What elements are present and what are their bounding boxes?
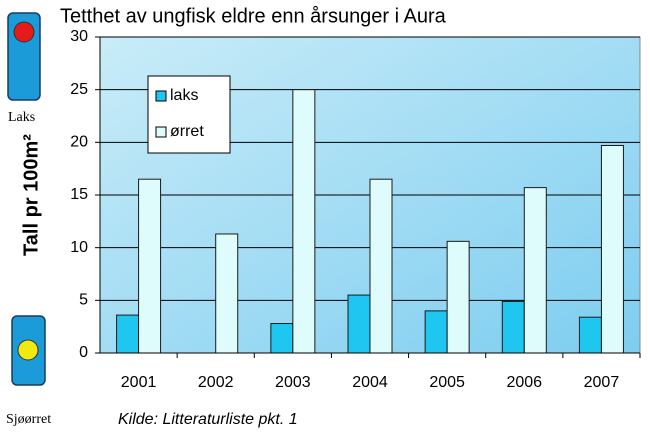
sidebar-label: Laks [8, 110, 35, 125]
bar [116, 314, 140, 354]
bar [523, 187, 547, 354]
x-tick-label: 2001 [121, 374, 157, 391]
y-tick-label: 10 [70, 239, 88, 256]
x-tick-label: 2002 [198, 374, 234, 391]
x-tick-label: 2005 [429, 374, 465, 391]
bar [446, 240, 470, 354]
bar [292, 89, 316, 354]
legend-swatch [155, 90, 167, 102]
x-tick-label: 2004 [352, 374, 388, 391]
x-tick-label: 2006 [506, 374, 542, 391]
sidebar-label: Sjøørret [6, 412, 51, 427]
legend-box [147, 75, 231, 154]
y-tick-label: 0 [79, 344, 88, 361]
y-axis-label: Tall pr 100m² [20, 134, 42, 256]
x-tick-label: 2003 [275, 374, 311, 391]
bar [424, 310, 448, 354]
bar [600, 144, 624, 354]
yellow-light [17, 339, 39, 361]
legend-label: ørret [170, 123, 204, 140]
y-tick-label: 25 [70, 81, 88, 98]
bar [215, 233, 239, 354]
bar [347, 294, 371, 354]
y-tick-label: 30 [70, 28, 88, 45]
source-note: Kilde: Litteraturliste pkt. 1 [118, 411, 298, 428]
y-tick-label: 5 [79, 292, 88, 309]
bar [501, 300, 525, 354]
bar [578, 316, 602, 354]
x-tick-label: 2007 [584, 374, 620, 391]
bar [270, 323, 294, 354]
legend-swatch [155, 126, 167, 138]
y-tick-label: 15 [70, 186, 88, 203]
red-light [13, 21, 35, 43]
legend-label: laks [170, 87, 198, 104]
chart-title: Tetthet av ungfisk eldre enn årsunger i … [60, 5, 447, 27]
y-tick-label: 20 [70, 134, 88, 151]
bar [369, 178, 393, 354]
bar [138, 178, 162, 354]
